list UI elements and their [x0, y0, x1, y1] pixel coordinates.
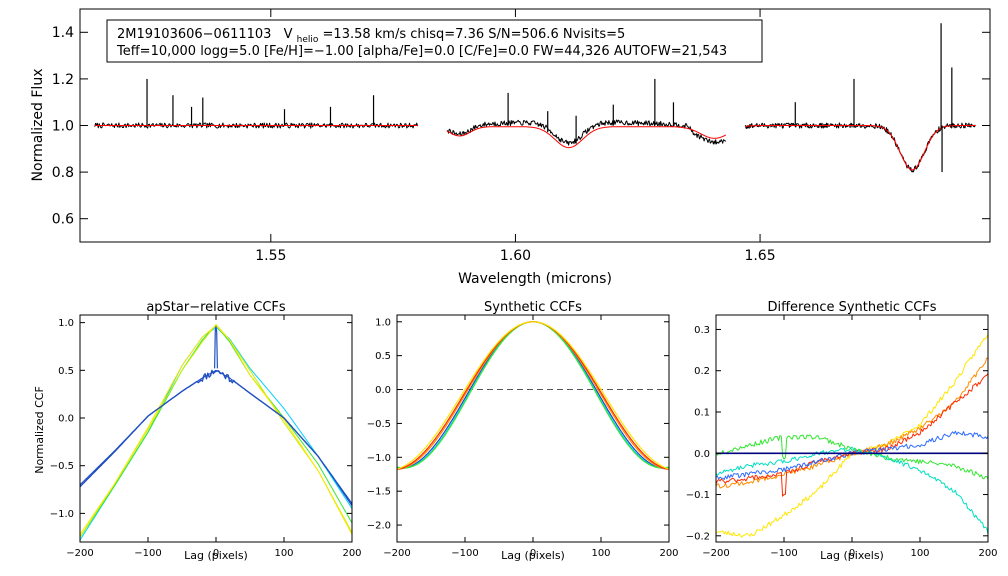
ccf1-visit-5-line [79, 325, 353, 535]
ccf1-ticks: −200 −100 0 100 200 −1.0 −0.5 0.0 0.5 1.0 [50, 315, 362, 559]
ccf3-ytick-label: −0.2 [686, 531, 710, 542]
ccf1-visit-1-line [79, 369, 353, 507]
ccf3-ytick-label: 0.3 [694, 325, 710, 336]
ccf1-central-spike [214, 326, 218, 369]
top-ytick-label: 0.6 [52, 212, 74, 228]
ccf2-synthetic-4-line [396, 321, 670, 470]
ccf2-synthetic-2-line [396, 321, 670, 469]
ccf1-series-group [79, 324, 353, 541]
model-spectrum-chip-2 [446, 126, 727, 149]
ccf1-ytick-label: 0.5 [58, 366, 74, 377]
ccf1-xtick-label: −200 [66, 548, 93, 559]
ccf1-ytick-label: 0.0 [58, 414, 74, 425]
ccf1-visit-2-line [79, 326, 353, 541]
ccf2-series-group [396, 321, 670, 471]
legend-line-1: 2M19103606−0611103 V helio =13.58 km/s c… [117, 27, 625, 46]
ccf1-xtick-label: 200 [342, 548, 361, 559]
top-xtick-label: 1.55 [255, 248, 286, 264]
ccf1-ylabel: Normalized CCF [33, 386, 46, 474]
ccf3-xlabel: Lag (pixels) [820, 549, 884, 562]
ccf-panel-2: −200 −100 0 100 200 −2.0 −1.5 −1.0 −0.5 0.0 0.5 1.0… [367, 300, 679, 562]
ccf2-xlabel: Lag (pixels) [501, 549, 565, 562]
ccf3-diff-cyan-line [715, 446, 989, 535]
top-ytick-label: 0.8 [52, 165, 74, 181]
top-ytick-label: 1.0 [52, 118, 74, 134]
model-spectrum-chip-3 [745, 125, 976, 171]
ccf1-ytick-label: 1.0 [58, 318, 74, 329]
ccf2-ticks: −200 −100 0 100 200 −2.0 −1.5 −1.0 −0.5 0.0 0.5 1.0 [367, 315, 679, 559]
top-panel: 1.55 1.60 1.65 0.6 0.8 1.0 1.2 1.4 2M19103606−0… [30, 8, 991, 287]
ccf2-xtick-label: −200 [383, 548, 410, 559]
top-xlabel: Wavelength (microns) [458, 271, 612, 287]
legend-vhelio-rest: =13.58 km/s chisq=7.36 S/N=506.6 Nvisits… [323, 27, 626, 42]
top-xtick-label: 1.65 [744, 248, 775, 264]
legend-vhelio-prefix: V [284, 27, 293, 42]
observed-spectrum-chip-3 [744, 122, 976, 173]
ccf3-ytick-label: 0.2 [694, 366, 710, 377]
ccf2-ytick-label: −0.5 [367, 419, 391, 430]
ccf2-ytick-label: 0.5 [375, 351, 391, 362]
ccf2-ytick-label: −1.5 [367, 487, 391, 498]
legend-vhelio-sub: helio [297, 35, 319, 45]
observed-spectrum-chip-2 [446, 119, 727, 146]
ccf3-diff-green-line [715, 434, 989, 480]
ccf2-xtick-label: 100 [591, 548, 610, 559]
ccf2-frame [396, 314, 670, 543]
ccf3-xtick-label: 100 [910, 548, 929, 559]
ccf3-xtick-label: −100 [770, 548, 797, 559]
ccf3-frame [715, 314, 989, 543]
ccf3-xtick-label: −200 [702, 548, 729, 559]
ccf1-ytick-label: −0.5 [50, 461, 74, 472]
ccf2-xtick-label: 0 [530, 548, 536, 559]
ccf1-visit-3-line [79, 325, 353, 538]
legend-line-2: Teff=10,000 logg=5.0 [Fe/H]=−1.00 [alpha… [116, 44, 727, 59]
top-ytick-label: 1.4 [52, 25, 74, 41]
ccf2-ytick-label: −1.0 [367, 453, 391, 464]
ccf3-series-group [715, 333, 989, 538]
top-ylabel: Normalized Flux [30, 69, 46, 182]
ccf1-ytick-label: −1.0 [50, 509, 74, 520]
ccf3-ytick-label: 0.1 [694, 407, 710, 418]
legend-box [106, 19, 763, 63]
ccf2-synthetic-1-line [396, 321, 670, 470]
ccf2-synthetic-3-line [396, 321, 670, 469]
ccf-panel-3: −200 −100 0 100 200 −0.2 −0.1 0.0 0.1 0.2 0.3 Diff… [686, 300, 998, 562]
ccf3-xtick-label: 0 [849, 548, 855, 559]
ccf3-xtick-label: 200 [978, 548, 997, 559]
ccf1-xlabel: Lag (pixels) [184, 549, 248, 562]
ccf1-xtick-label: 0 [213, 548, 219, 559]
ccf2-ytick-label: 1.0 [375, 317, 391, 328]
ccf3-ytick-label: −0.1 [686, 490, 710, 501]
top-ytick-label: 1.2 [52, 72, 74, 88]
ccf1-title: apStar−relative CCFs [146, 300, 286, 315]
top-xtick-label: 1.60 [500, 248, 531, 264]
ccf3-diff-blue-line [715, 430, 989, 480]
ccf1-xtick-label: −100 [134, 548, 161, 559]
ccf1-combined-line [79, 369, 353, 505]
ccf2-ytick-label: −2.0 [367, 521, 391, 532]
ccf1-xtick-label: 100 [274, 548, 293, 559]
ccf3-title: Difference Synthetic CCFs [767, 300, 936, 315]
ccf3-diff-orange-line [715, 357, 989, 489]
legend-star-id: 2M19103606−0611103 [117, 27, 271, 42]
ccf-panel-1: −200 −100 0 100 200 −1.0 −0.5 0.0 0.5 1.0 apStar−… [33, 300, 362, 562]
top-ticks: 1.55 1.60 1.65 0.6 0.8 1.0 1.2 1.4 [52, 9, 990, 264]
ccf3-ticks: −200 −100 0 100 200 −0.2 −0.1 0.0 0.1 0.2 0.3 [686, 315, 998, 559]
top-series-group [94, 23, 976, 173]
ccf2-synthetic-6-line [396, 321, 670, 470]
observed-spectrum-chip-1 [94, 122, 419, 129]
ccf1-visit-4-line [79, 324, 353, 538]
ccf2-xtick-label: 200 [659, 548, 678, 559]
ccf2-ytick-label: 0.0 [375, 385, 391, 396]
ccf3-ytick-label: 0.0 [694, 449, 710, 460]
ccf1-frame [79, 314, 353, 543]
ccf2-xtick-label: −100 [451, 548, 478, 559]
ccf2-synthetic-5-line [396, 321, 670, 471]
ccf2-title: Synthetic CCFs [484, 300, 582, 315]
